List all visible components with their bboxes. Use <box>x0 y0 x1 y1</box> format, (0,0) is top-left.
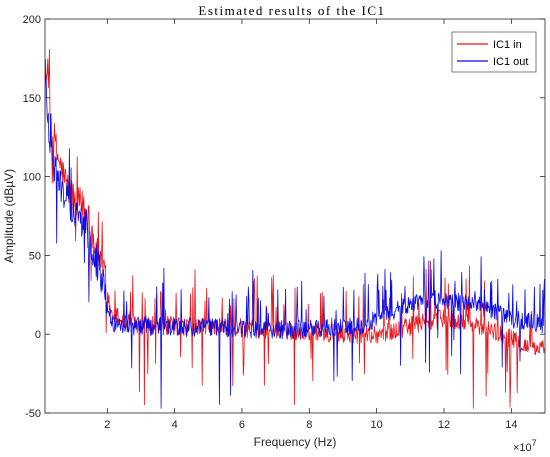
plot-area <box>44 18 546 414</box>
legend: IC1 in IC1 out <box>451 31 537 73</box>
y-tick-label: -50 <box>25 408 41 420</box>
plot-frame <box>44 18 546 414</box>
x-tick-label: 10 <box>371 419 383 431</box>
x-tick-label: 14 <box>505 419 517 431</box>
y-tick-label: 150 <box>23 93 41 105</box>
x-tick-label: 2 <box>104 419 110 431</box>
x-exponent-power: 7 <box>532 438 537 448</box>
series-line-ic1-in <box>44 48 546 409</box>
y-axis-label: Amplitude (dBµV) <box>2 169 16 263</box>
chart-title: Estimated results of the IC1 <box>198 3 385 18</box>
y-tick-label: 50 <box>29 250 41 262</box>
legend-box <box>451 31 537 73</box>
x-axis-exponent: ×107 <box>513 438 537 454</box>
x-axis: 2 4 6 8 10 12 14 <box>104 19 517 431</box>
series-line-ic1-out <box>44 72 546 409</box>
y-tick-label: 200 <box>23 14 41 26</box>
x-tick-label: 12 <box>438 419 450 431</box>
x-tick-label: 8 <box>306 419 312 431</box>
y-tick-label: 100 <box>23 172 41 184</box>
x-exponent-base: ×10 <box>513 442 532 454</box>
series-group <box>44 48 546 409</box>
legend-label-ic1-in: IC1 in <box>493 39 522 51</box>
legend-label-ic1-out: IC1 out <box>493 56 528 68</box>
x-axis-label: Frequency (Hz) <box>254 435 337 449</box>
x-tick-label: 6 <box>239 419 245 431</box>
y-tick-label: 0 <box>35 329 41 341</box>
x-tick-label: 4 <box>172 419 178 431</box>
y-axis: -50 0 50 100 150 200 <box>23 14 545 420</box>
